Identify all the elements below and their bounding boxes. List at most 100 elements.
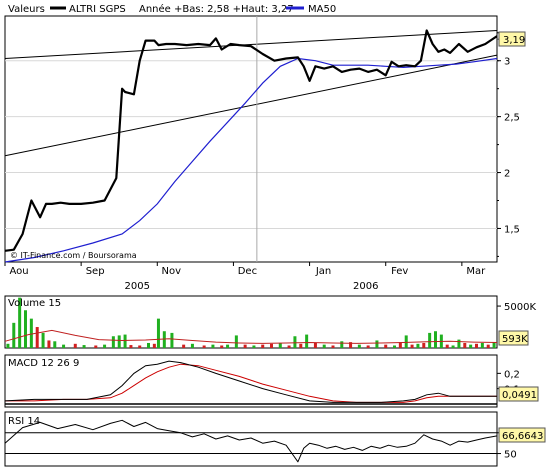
volume-bar (220, 345, 224, 348)
date-tick-label: Dec (238, 266, 257, 277)
volume-bar (375, 340, 379, 348)
volume-bar (422, 342, 426, 348)
volume-bar (278, 342, 282, 348)
legend-prefix: Valeurs (8, 4, 45, 15)
date-tick-label: Nov (162, 266, 182, 277)
price-panel: 1,5 2 2,5 3 Valeurs ALTRI SGPS Année +Bas: … (4, 3, 526, 263)
volume-bar (82, 345, 86, 348)
volume-bar (299, 343, 303, 348)
volume-bar (47, 340, 51, 348)
volume-bar (463, 342, 467, 348)
volume-bar (156, 318, 160, 348)
volume-bar (6, 343, 10, 348)
macd-last-value-box (498, 386, 539, 402)
macd-plot-frame (4, 354, 498, 408)
price-last-value-box (498, 31, 526, 47)
macd-last-value-label: 0,0491 (502, 390, 537, 401)
volume-bar (410, 344, 414, 348)
price-last-value-label: 3,19 (503, 35, 525, 46)
price-trendline (4, 30, 498, 59)
volume-bar (349, 342, 353, 348)
macd-y-tick-label: 0,2 (504, 369, 520, 380)
price-legend: Valeurs ALTRI SGPS Année +Bas: 2,58 +Hau… (8, 3, 336, 15)
date-tick-label: Fev (391, 266, 408, 277)
rsi-last-value-box (498, 427, 546, 443)
volume-bar (398, 342, 402, 348)
volume-bar (293, 336, 297, 348)
volume-bar (226, 344, 230, 348)
volume-bar (492, 342, 496, 348)
volume-bar (416, 343, 420, 348)
macd-line (4, 360, 497, 403)
volume-bars (6, 297, 496, 348)
volume-bar (243, 344, 247, 348)
price-trendlines (4, 30, 498, 157)
volume-panel: 5000K Volume 15 593K (4, 295, 536, 349)
date-axis: Aou Sep Nov Dec Jan Fev Mar 2005 2006 (4, 262, 486, 292)
volume-bar (322, 344, 326, 348)
legend-price-name: ALTRI SGPS (69, 4, 126, 15)
volume-bar (152, 343, 156, 348)
volume-bar (305, 334, 309, 348)
volume-bar (202, 345, 206, 348)
volume-bar (12, 322, 16, 348)
volume-bar (287, 345, 291, 348)
volume-bar (162, 331, 166, 348)
volume-bar (331, 345, 335, 348)
date-tick-label: Sep (86, 266, 105, 277)
volume-bar (434, 331, 437, 348)
volume-bar (366, 345, 370, 348)
price-y-tick-label: 2,5 (504, 113, 520, 124)
price-grid (5, 60, 497, 229)
volume-bar (313, 342, 317, 348)
volume-bar (170, 332, 174, 348)
volume-bar (270, 343, 273, 348)
volume-bar (123, 334, 127, 348)
volume-last-value-label: 593K (502, 334, 528, 345)
volume-bar (53, 341, 57, 348)
credit-text: © IT-Finance.com / Boursorama (10, 251, 137, 260)
year-label: 2006 (353, 281, 378, 292)
rsi-line (4, 419, 498, 463)
volume-bar (404, 335, 408, 348)
price-y-tick-label: 2 (504, 169, 510, 180)
volume-bar (29, 318, 33, 348)
volume-bar (451, 345, 455, 348)
volume-bar (428, 332, 432, 348)
price-trendline (4, 54, 498, 157)
date-tick-label: Aou (9, 266, 28, 277)
volume-bar (486, 344, 490, 348)
macd-signal-line (5, 363, 497, 403)
year-label: 2005 (125, 281, 150, 292)
rsi-last-value-label: 66,6643 (502, 431, 543, 442)
rsi-panel: 50 RSI 14 66,6643 (4, 411, 546, 467)
volume-bar (103, 344, 107, 348)
volume-y-tick-label: 5000K (504, 302, 536, 313)
volume-last-value-box (498, 330, 529, 346)
volume-bar (234, 335, 238, 348)
volume-bar (117, 335, 121, 348)
volume-plot-frame (4, 295, 498, 349)
volume-bar (182, 344, 186, 348)
macd-label: MACD 12 26 9 (8, 358, 79, 369)
volume-bar (445, 344, 449, 348)
volume-bar (190, 343, 194, 348)
volume-bar (457, 339, 461, 348)
volume-bar (24, 310, 27, 348)
legend-stats: Année +Bas: 2,58 +Haut: 3,27 (139, 3, 294, 15)
rsi-label: RSI 14 (8, 416, 40, 427)
volume-label: Volume 15 (8, 298, 61, 309)
macd-panel: 0,20,1 MACD 12 26 9 0,0491 (4, 354, 539, 408)
volume-bar (252, 345, 256, 348)
ma50-line (4, 57, 498, 263)
volume-bar (261, 344, 265, 348)
volume-bar (147, 342, 150, 348)
volume-bar (480, 342, 484, 348)
volume-bar (475, 343, 478, 348)
price-y-tick-label: 3 (504, 57, 510, 68)
volume-bar (35, 327, 39, 348)
macd-series (4, 360, 497, 403)
rsi-plot-frame (4, 411, 498, 467)
volume-bar (129, 345, 133, 348)
